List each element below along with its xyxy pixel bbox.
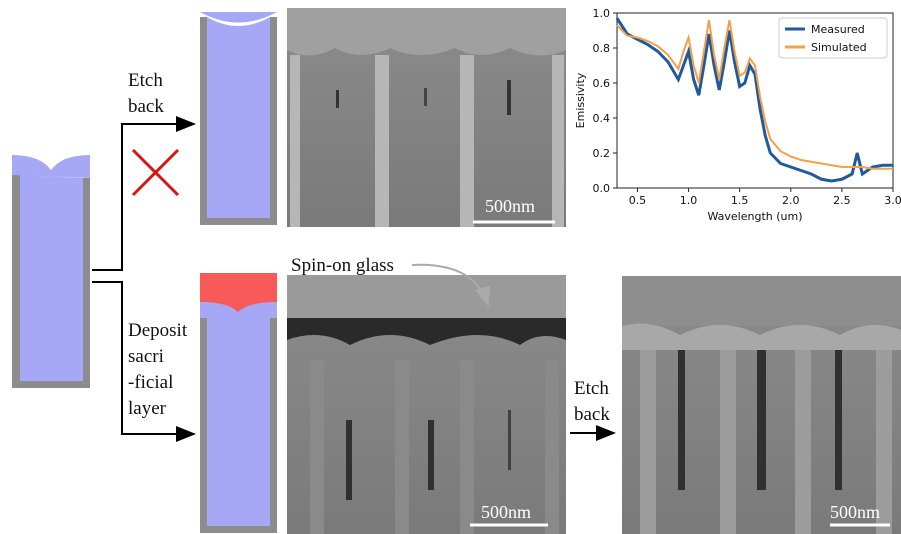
x-tick-label: 2.5 [833,194,851,207]
x-tick-label: 1.5 [731,194,749,207]
reject-mark [133,150,178,195]
sem-image-right [622,276,901,534]
y-tick-label: 0.4 [593,112,611,125]
step-label: layer [128,398,167,419]
x-tick-label: 1.0 [680,194,698,207]
y-tick-label: 0.0 [593,182,611,195]
emissivity-chart: 0.0 0.2 0.4 0.6 0.8 1.0 0.5 1.0 1.5 2.0 2.5 3.0 Wave… [574,7,901,223]
step-label: back [128,96,164,117]
step-label: Deposit [128,320,188,341]
scale-bar-label: 500nm [481,502,531,522]
y-tick-label: 0.8 [593,42,611,55]
step-label: -ficial [128,372,173,393]
step-label: Etch [574,378,609,399]
y-tick-label: 0.6 [593,77,611,90]
scale-bar-label: 500nm [485,196,535,216]
figure: Spin-on glass 500nm 500nm 500nm Etch back… [0,0,901,534]
step-label: Etch [128,70,163,91]
x-tick-label: 3.0 [884,194,901,207]
scale-bar-label: 500nm [830,502,880,522]
annotation: Spin-on glass [291,255,394,276]
trench-sacrificial [200,273,277,533]
x-tick-label: 0.5 [629,194,647,207]
step-label: sacri [128,346,164,367]
sem-image-top [287,8,566,227]
x-tick-label: 2.0 [782,194,800,207]
y-tick-label: 1.0 [593,7,611,20]
trench-etched [200,12,277,225]
legend-label: Measured [811,23,865,36]
sem-image-middle [287,275,566,534]
step-label: back [574,404,610,425]
trench-initial [12,155,90,388]
y-axis-label: Emissivity [574,72,587,128]
x-axis-label: Wavelength (um) [707,210,802,223]
legend-label: Simulated [811,41,867,54]
y-tick-label: 0.2 [593,147,611,160]
